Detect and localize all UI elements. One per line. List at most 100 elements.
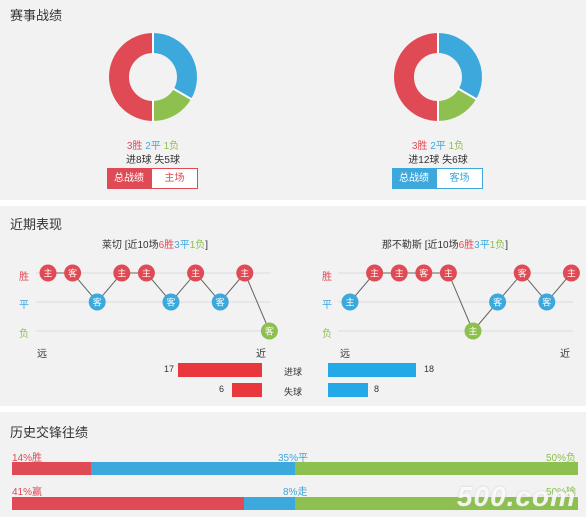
left-form-point-venue: 主 (117, 268, 126, 279)
right-tab-away[interactable]: 客场 (436, 168, 483, 189)
right-wins-label: 3胜 (411, 141, 428, 152)
left-goals-for-bar (178, 363, 262, 377)
left-form-point-marker (187, 264, 205, 282)
right-form-point-venue: 客 (493, 297, 502, 308)
section-divider-1 (0, 200, 586, 206)
left-form-point-marker (162, 293, 180, 311)
goals-against-label: 失球 (284, 387, 303, 397)
left-goals-summary: 进8球 失5球 (100, 151, 206, 166)
right-goals-summary: 进12球 失6球 (385, 151, 491, 166)
left-donut-draw-slice (152, 33, 197, 99)
left-donut-win-slice (109, 33, 154, 121)
history-row1-left-label: 14%胜 (12, 453, 43, 464)
left-tab-home[interactable]: 主场 (151, 168, 198, 189)
right-form-point-venue: 客 (419, 268, 428, 279)
right-goals-label: 进12球 (408, 155, 440, 166)
right-form-line (349, 272, 572, 332)
left-form-point: 客 (211, 293, 229, 311)
right-draws-label: 2平 (430, 141, 446, 152)
right-record-donut (394, 32, 482, 122)
record-section-title: 赛事战绩 (10, 8, 63, 23)
right-form-point: 主 (464, 322, 482, 340)
recent-section: 近期表现 莱切 [近10场6胜3平1负] 那不勒斯 [近10场6胜3平1负] 胜… (0, 206, 586, 406)
right-conceded-label: 失6球 (442, 155, 468, 166)
left-form-point-venue: 主 (43, 268, 52, 279)
left-form-point: 主 (113, 264, 131, 282)
right-losses-label: 1负 (448, 141, 465, 152)
left-row-label-draw: 平 (19, 300, 29, 311)
site-watermark-logo: 500.com (456, 481, 576, 512)
right-form-point: 主 (366, 264, 384, 282)
right-recent-draws: 3平 (474, 240, 490, 251)
right-summary-suffix: ] (505, 240, 509, 251)
right-recent-losses: 1负 (489, 240, 506, 251)
right-form-point: 主 (562, 264, 580, 282)
left-goals-against-value: 6 (218, 384, 224, 394)
history-row1-bar (12, 462, 578, 475)
left-form-point-venue: 客 (216, 297, 225, 308)
left-losses-label: 1负 (163, 141, 180, 152)
history-row2-left-label: 41%赢 (12, 487, 43, 498)
right-form-point-venue: 主 (395, 268, 404, 279)
right-form-point-marker (489, 293, 507, 311)
history-row1-right-label: 50%负 (545, 453, 576, 464)
left-recent-wins: 6胜 (158, 240, 175, 251)
right-team-summary: 那不勒斯 [近10场6胜3平1负] (330, 236, 560, 251)
recent-section-title: 近期表现 (10, 217, 63, 232)
history-row2-loss-segment (294, 497, 578, 510)
right-form-point: 客 (538, 293, 556, 311)
right-form-point-marker (538, 293, 556, 311)
left-far-label: 远 (37, 349, 47, 360)
right-row-label-win: 胜 (322, 272, 332, 283)
history-row2-win-segment (12, 497, 245, 510)
right-form-point: 主 (439, 264, 457, 282)
left-row-label-loss: 负 (19, 329, 29, 340)
left-form-point: 主 (39, 264, 57, 282)
right-form-point: 客 (513, 264, 531, 282)
left-form-point: 客 (88, 293, 106, 311)
left-form-point-marker (236, 264, 254, 282)
right-form-point-marker (366, 264, 384, 282)
left-form-point: 客 (162, 293, 180, 311)
left-near-label: 近 (256, 349, 266, 360)
left-form-point-venue: 客 (93, 297, 102, 308)
left-summary-prefix: [近10场 (124, 240, 159, 251)
right-near-label: 近 (560, 349, 570, 360)
left-form-point-marker (260, 322, 278, 340)
left-row-label-win: 胜 (19, 272, 29, 283)
left-goals-for-value: 17 (163, 364, 174, 374)
left-draws-label: 2平 (145, 141, 161, 152)
right-summary-prefix: [近10场 (424, 240, 459, 251)
left-form-point-venue: 客 (166, 297, 175, 308)
right-donut-separator (457, 87, 478, 101)
left-goals-label: 进8球 (126, 155, 152, 166)
left-donut-loss-slice (152, 88, 192, 121)
right-form-point-venue: 主 (444, 268, 453, 279)
right-form-point: 主 (341, 293, 359, 311)
right-form-point-marker (439, 264, 457, 282)
right-form-point-venue: 主 (468, 326, 477, 337)
right-form-point-venue: 客 (518, 268, 527, 279)
left-recent-draws: 3平 (174, 240, 190, 251)
right-goals-against-value: 8 (374, 384, 380, 394)
section-divider-2 (0, 406, 586, 412)
right-form-point-marker (415, 264, 433, 282)
left-form-point-venue: 主 (142, 268, 151, 279)
right-row-label-loss: 负 (322, 329, 332, 340)
left-tab-total[interactable]: 总战绩 (107, 168, 151, 189)
right-form-point-marker (513, 264, 531, 282)
right-form-point: 客 (489, 293, 507, 311)
right-form-point-marker (341, 293, 359, 311)
history-row2-mid-label: 8%走 (283, 487, 308, 498)
history-row1-draw-segment (91, 462, 295, 475)
right-goals-for-value: 18 (424, 364, 435, 374)
left-team-summary: 莱切 [近10场6胜3平1负] (40, 236, 270, 251)
history-row1-loss-segment (294, 462, 578, 475)
right-tab-total[interactable]: 总战绩 (392, 168, 436, 189)
left-goals-against-bar (232, 383, 262, 397)
right-donut-draw-slice (437, 33, 482, 99)
left-conceded-label: 失5球 (154, 155, 180, 166)
left-form-point-venue: 客 (265, 326, 274, 337)
right-form-point-marker (562, 264, 580, 282)
right-donut-loss-slice (437, 88, 477, 121)
